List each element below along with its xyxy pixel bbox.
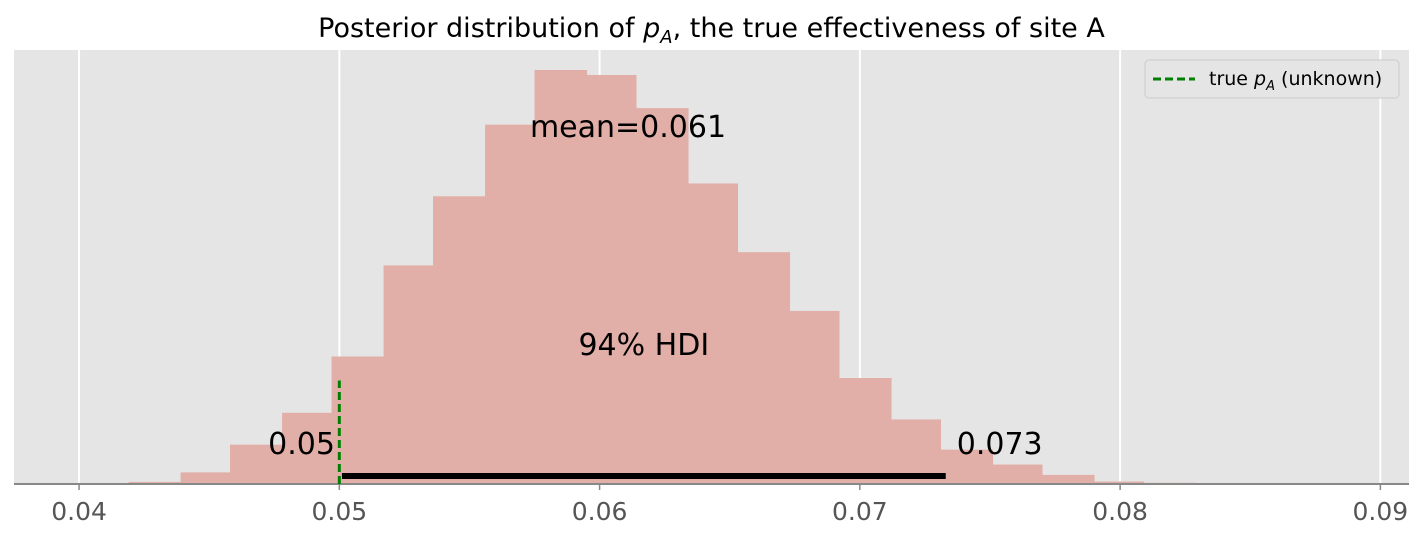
x-axis-ticks: 0.04 0.05 0.06 0.07 0.08 0.09 [51, 484, 1408, 526]
histogram-bar [688, 183, 739, 484]
histogram-bar [383, 265, 434, 484]
title-symbol-subscript: A [659, 27, 672, 48]
legend: true pA (unknown) [1144, 59, 1400, 99]
legend-box [1144, 59, 1400, 99]
histogram-bar [1042, 474, 1095, 484]
hdi-label: 94% HDI [578, 328, 709, 363]
histogram-bars [128, 70, 1246, 484]
histogram-bar [433, 196, 486, 484]
histogram-bar [230, 444, 283, 484]
histogram-bar [1094, 481, 1145, 484]
histogram-bar [485, 124, 536, 484]
histogram-bar [128, 481, 182, 484]
x-tick-label: 0.07 [832, 497, 888, 526]
x-tick-label: 0.06 [572, 497, 628, 526]
histogram-bar [282, 412, 333, 484]
x-tick-label: 0.05 [311, 497, 367, 526]
x-tick-label: 0.04 [51, 497, 107, 526]
title-symbol: p [642, 13, 660, 44]
histogram-bar [992, 464, 1043, 484]
histogram-bar [586, 74, 637, 484]
histogram-bar [940, 449, 994, 484]
histogram-bar [180, 472, 231, 484]
histogram-bar [839, 378, 892, 484]
histogram-bar [789, 310, 840, 484]
histogram-bar [534, 70, 588, 484]
histogram-bar [737, 252, 791, 484]
x-tick-label: 0.09 [1353, 497, 1409, 526]
legend-entry-true-value: true pA (unknown) [1209, 68, 1382, 94]
chart-title: Posterior distribution of pA, the true e… [318, 13, 1105, 48]
histogram-bar [636, 108, 689, 484]
mean-annotation: mean=0.061 [530, 110, 726, 145]
hdi-low-label: 0.05 [268, 427, 335, 462]
hdi-high-label: 0.073 [957, 427, 1043, 462]
x-tick-label: 0.08 [1092, 497, 1148, 526]
